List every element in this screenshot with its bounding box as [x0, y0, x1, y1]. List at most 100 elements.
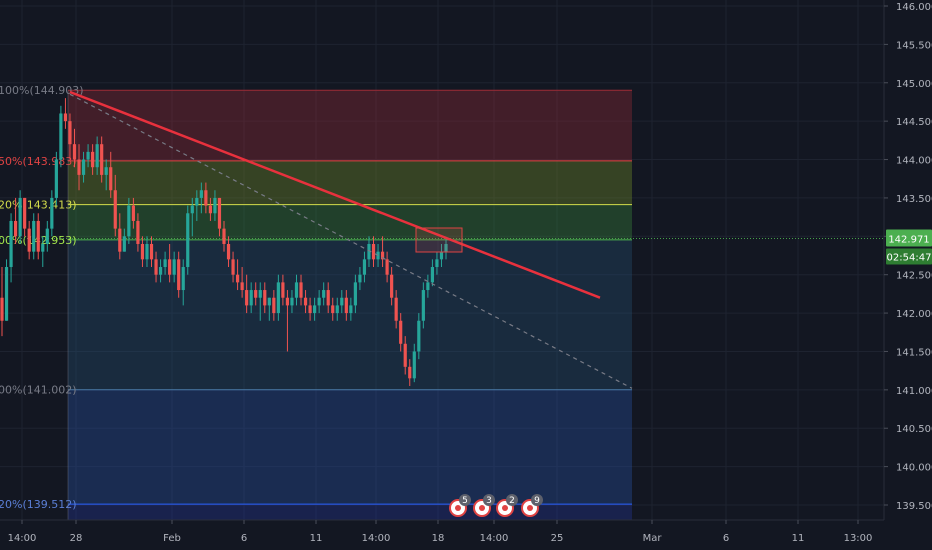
candle-body: [335, 305, 339, 314]
time-tick-label: 6: [723, 533, 729, 544]
candle-body: [267, 297, 271, 306]
resistance-trendline[interactable]: [69, 90, 601, 299]
candle-body: [91, 151, 95, 168]
candle-body: [199, 190, 203, 198]
candle-body: [408, 366, 412, 379]
fib-zone: [68, 389, 632, 505]
dashed-trend-line[interactable]: [69, 93, 633, 389]
time-tick-label: 6: [241, 533, 247, 544]
candle-body: [322, 290, 326, 298]
candle-body: [399, 320, 403, 344]
candle-body: [245, 290, 249, 306]
countdown-text: 02:54:47: [887, 253, 932, 264]
candle-body: [303, 297, 308, 306]
candle-body: [172, 259, 176, 275]
candle-body: [403, 343, 407, 367]
candle-body: [177, 259, 181, 291]
candle-body: [195, 197, 199, 206]
candle-body: [299, 282, 303, 298]
candle-body: [140, 243, 145, 260]
time-tick-label: 11: [310, 533, 323, 544]
candle-body: [331, 305, 335, 314]
candle-body: [36, 220, 40, 252]
price-tick-label: 144.500: [896, 117, 932, 128]
candle-body: [313, 305, 317, 314]
candle-body: [118, 228, 122, 252]
time-tick-label: Feb: [163, 533, 181, 544]
time-tick-label: 14:00: [8, 533, 37, 544]
event-markers[interactable]: 5 3 2 9: [449, 494, 543, 517]
candle-body: [362, 259, 367, 275]
candle-body: [149, 243, 154, 260]
candle-body: [72, 144, 77, 160]
price-tick-label: 143.500: [896, 194, 932, 205]
fib-zone: [68, 90, 632, 161]
candle-body: [158, 267, 163, 275]
candle-body: [308, 305, 312, 314]
candle-body: [81, 159, 86, 175]
candle-body: [344, 297, 348, 314]
fib-zone: [68, 239, 632, 390]
candle-body: [127, 205, 131, 237]
price-tick-label: 144.000: [896, 156, 932, 167]
candle-body: [145, 243, 149, 260]
event-marker[interactable]: 9: [521, 494, 543, 517]
drawings[interactable]: [69, 90, 633, 389]
event-count: 9: [534, 496, 540, 506]
candle-body: [340, 297, 344, 306]
candle-body: [59, 113, 63, 160]
candle-body: [95, 144, 99, 168]
time-tick-label: 13:00: [844, 533, 873, 544]
candle-body: [254, 290, 258, 298]
candle-body: [217, 197, 222, 229]
candle-body: [380, 251, 385, 260]
candle-body: [190, 205, 194, 214]
last-price-badge: [886, 229, 932, 247]
candle-body: [104, 167, 108, 175]
candles: [0, 98, 448, 387]
candle-body: [294, 282, 299, 298]
fibonacci-retracement[interactable]: 100%(144.903) 50%(143.983) 20%(143.413) 00%…: [0, 84, 884, 520]
price-axis-background: [884, 0, 932, 550]
candle-body: [131, 205, 135, 221]
event-count-badge: [506, 494, 518, 506]
candle-body: [204, 190, 208, 206]
candle-body: [353, 282, 357, 306]
fib-zone: [68, 160, 632, 205]
time-axis[interactable]: 14:00 28 Feb 6 11 14:00 18 14:00 25 Mar 6 11 13:00: [0, 519, 932, 550]
price-tick-label: 139.500: [896, 501, 932, 512]
time-axis-background: [0, 520, 932, 550]
event-marker[interactable]: 5: [449, 494, 471, 517]
last-price-text: 142.971: [888, 235, 929, 246]
candle-body: [444, 243, 448, 252]
candle-body: [77, 159, 81, 175]
price-axis[interactable]: 146.000 145.500 145.000 144.500 144.000 143.5…: [883, 0, 932, 550]
fib-level-label: 20%(139.512): [0, 498, 77, 511]
event-marker[interactable]: 2: [496, 494, 518, 517]
candle-body: [235, 274, 240, 283]
countdown-badge: [886, 248, 932, 265]
event-dot: [455, 505, 461, 511]
event-count: 5: [462, 496, 468, 506]
candle-body: [154, 259, 158, 275]
candle-body: [136, 220, 140, 244]
candle-body: [290, 297, 294, 306]
candle-body: [371, 243, 376, 260]
highlight-box[interactable]: [415, 227, 463, 253]
event-count-badge: [531, 494, 543, 506]
candle-body: [421, 290, 425, 321]
event-marker[interactable]: 3: [473, 494, 495, 517]
time-tick-label: Mar: [643, 533, 663, 544]
candle-body: [54, 159, 58, 198]
candle-body: [281, 282, 285, 298]
event-dot: [502, 505, 508, 511]
candle-body: [385, 259, 389, 275]
event-dot: [479, 505, 485, 511]
candle-body: [32, 220, 36, 252]
candle-body: [186, 213, 190, 268]
candle-body: [426, 282, 430, 291]
candle-body: [412, 351, 416, 379]
candle-body: [41, 243, 45, 252]
price-tick-label: 142.000: [896, 309, 932, 320]
